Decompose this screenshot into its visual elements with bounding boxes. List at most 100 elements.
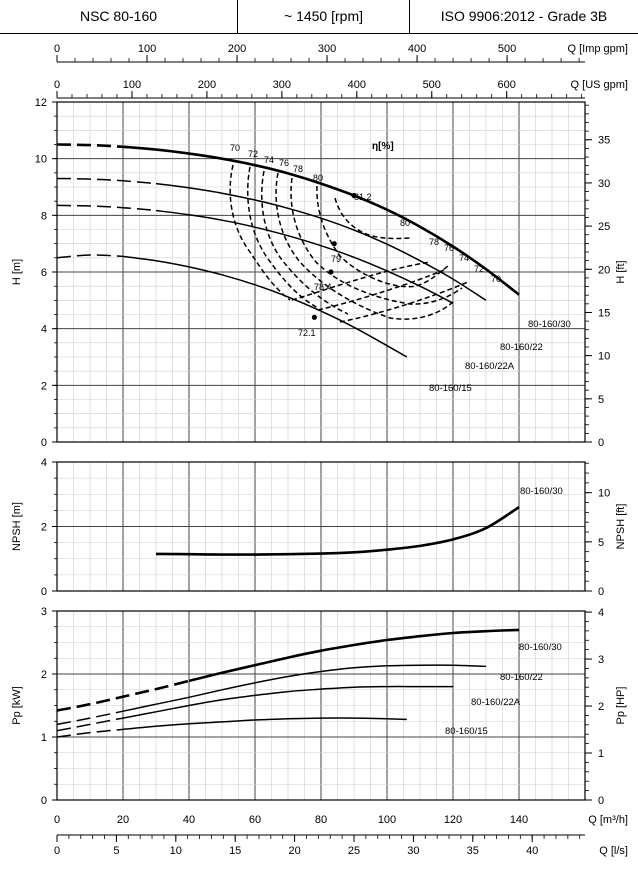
efficiency-iso-line (291, 261, 431, 301)
head-curve-80-160-22a-dashed (56, 204, 157, 212)
y-tick-label: 10 (35, 154, 47, 166)
right-tick-label: 20 (598, 264, 610, 276)
us-gpm-axis-title: Q [US gpm] (571, 79, 628, 91)
x-tick-label: 25 (348, 845, 360, 857)
x-tick-label: 0 (54, 814, 60, 826)
right-tick-label: 35 (598, 135, 610, 147)
power-axis-title-right: Pp [HP] (615, 687, 627, 725)
efficiency-label: 78 (429, 237, 439, 247)
efficiency-iso-line (247, 166, 319, 309)
power-curve-80-160-15-dashed (56, 728, 124, 738)
x-tick-label: 80 (315, 814, 327, 826)
npsh-axis-title-right: NPSH [ft] (615, 504, 627, 550)
head-curve-80-160-22a (155, 209, 454, 304)
efficiency-label: 78 (293, 164, 303, 174)
power-series-label: 80-160/15 (445, 726, 488, 737)
efficiency-iso-line (317, 269, 445, 311)
efficiency-iso-line (316, 185, 449, 288)
efficiency-label: 74 (264, 155, 274, 165)
efficiency-iso-line (339, 281, 469, 323)
y-tick-label: 2 (41, 522, 47, 534)
right-tick-label: 10 (598, 488, 610, 500)
efficiency-label: 72.1 (298, 328, 316, 338)
right-tick-label: 30 (598, 178, 610, 190)
x-tick-label: 15 (229, 845, 241, 857)
x-tick-label: 40 (526, 845, 538, 857)
power-curve-80-160-22a (122, 685, 453, 719)
power-curve-80-160-15 (122, 717, 407, 731)
x-tick-label: 60 (249, 814, 261, 826)
right-tick-label: 5 (598, 394, 604, 406)
right-tick-label: 0 (598, 437, 604, 449)
y-tick-label: 0 (41, 437, 47, 449)
efficiency-iso-line (229, 164, 291, 301)
power-series-label: 80-160/22 (500, 672, 543, 683)
efficiency-label: 72 (474, 264, 484, 274)
efficiency-iso-line (290, 177, 463, 305)
x-tick-label: 0 (54, 845, 60, 857)
head-curve-80-160-30 (122, 145, 520, 296)
x-tick-label: 100 (138, 43, 156, 55)
efficiency-iso-line (261, 170, 349, 315)
right-tick-label: 2 (598, 701, 604, 713)
x-tick-label: 300 (273, 79, 291, 91)
bep-point (351, 192, 357, 199)
efficiency-label: 80 (313, 173, 323, 183)
right-tick-label: 4 (598, 607, 604, 619)
efficiency-label: 81.2 (354, 192, 372, 202)
y-tick-label: 2 (41, 380, 47, 392)
efficiency-label: 79 (331, 254, 341, 264)
head-axis-title-left: H [m] (11, 259, 23, 285)
head-series-label: 80-160/30 (528, 319, 571, 330)
y-tick-label: 6 (41, 267, 47, 279)
npsh-curve-80-160-30 (155, 506, 520, 556)
power-curve-80-160-30 (188, 628, 520, 683)
head-curve-80-160-30-dashed (56, 143, 124, 149)
m3h-axis-title: Q [m³/h] (588, 814, 628, 826)
right-tick-label: 10 (598, 351, 610, 363)
right-tick-label: 25 (598, 221, 610, 233)
efficiency-label: 80 (400, 218, 410, 228)
power-series-label: 80-160/22A (471, 697, 521, 708)
right-tick-label: 5 (598, 537, 604, 549)
npsh-axis-title-left: NPSH [m] (11, 502, 23, 551)
power-series-label: 80-160/30 (519, 642, 562, 653)
y-tick-label: 4 (41, 457, 47, 469)
y-tick-label: 0 (41, 586, 47, 598)
power-curve-80-160-22a-dashed (56, 717, 124, 732)
efficiency-label: 76 (279, 158, 289, 168)
y-tick-label: 3 (41, 606, 47, 618)
head-series-label: 80-160/22A (465, 361, 515, 372)
efficiency-label: 78.4 (314, 282, 332, 292)
pump-model-label: NSC 80-160 (0, 0, 238, 34)
y-tick-label: 1 (41, 732, 47, 744)
x-tick-label: 0 (54, 43, 60, 55)
power-curve-80-160-22 (122, 664, 487, 712)
x-tick-label: 500 (498, 43, 516, 55)
x-tick-label: 200 (228, 43, 246, 55)
efficiency-label: 72 (248, 149, 258, 159)
power-curve-80-160-22-dashed (56, 710, 124, 726)
head-curve-80-160-22-dashed (56, 177, 157, 185)
test-standard-label: ISO 9906:2012 - Grade 3B (410, 0, 638, 34)
head-series-label: 80-160/22 (500, 342, 543, 353)
efficiency-label: 76 (444, 243, 454, 253)
y-tick-label: 2 (41, 669, 47, 681)
x-tick-label: 400 (408, 43, 426, 55)
x-tick-label: 5 (113, 845, 119, 857)
y-tick-label: 4 (41, 324, 47, 336)
x-tick-label: 20 (288, 845, 300, 857)
x-tick-label: 100 (123, 79, 141, 91)
x-tick-label: 400 (348, 79, 366, 91)
head-axis-title-right: H [ft] (615, 260, 627, 283)
chart-header: NSC 80-160 ~ 1450 [rpm] ISO 9906:2012 - … (0, 0, 638, 34)
l-per-s-axis-title: Q [l/s] (599, 845, 628, 857)
x-tick-label: 40 (183, 814, 195, 826)
right-tick-label: 1 (598, 748, 604, 760)
x-tick-label: 100 (378, 814, 396, 826)
bep-point (331, 241, 337, 247)
npsh-series-label: 80-160/30 (520, 486, 563, 497)
x-tick-label: 300 (318, 43, 336, 55)
efficiency-label: 70 (491, 274, 501, 284)
right-tick-label: 3 (598, 654, 604, 666)
